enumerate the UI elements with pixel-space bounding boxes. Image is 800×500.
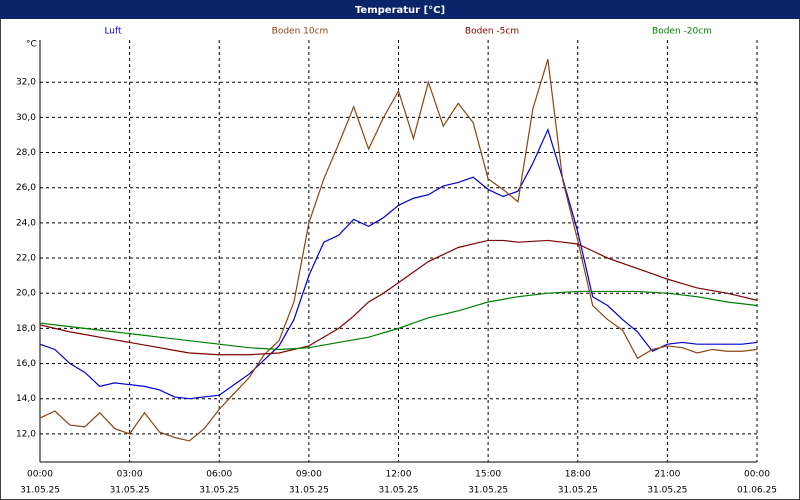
y-tick-label: 16,0	[16, 359, 36, 369]
x-tick-label: 00:00	[27, 470, 53, 480]
legend-entry: Boden 10cm	[272, 27, 329, 37]
y-tick-label: 12,0	[16, 429, 36, 439]
series-line	[39, 59, 758, 442]
x-tick-date: 31.05.25	[378, 486, 418, 496]
x-tick-date: 01.06.25	[737, 486, 777, 496]
x-tick-label: 06:00	[206, 470, 232, 480]
y-tick-label: 26,0	[16, 183, 36, 193]
legend-entry: Luft	[104, 27, 122, 37]
series-line	[39, 127, 758, 400]
x-tick-label: 21:00	[654, 470, 680, 480]
y-tick-label: 28,0	[16, 148, 36, 158]
series-line	[39, 290, 758, 351]
legend-entry: Boden -5cm	[465, 27, 519, 37]
chart-title: Temperatur [°C]	[355, 5, 445, 16]
title-bar	[0, 0, 800, 19]
x-tick-date: 31.05.25	[647, 486, 687, 496]
x-tick-date: 31.05.25	[20, 486, 60, 496]
x-tick-label: 12:00	[386, 470, 412, 480]
y-tick-label: 14,0	[16, 394, 36, 404]
y-tick-label: 30,0	[16, 113, 36, 123]
x-tick-date: 31.05.25	[199, 486, 239, 496]
x-tick-label: 18:00	[565, 470, 591, 480]
x-tick-label: 00:00	[744, 470, 770, 480]
x-tick-date: 31.05.25	[558, 486, 598, 496]
x-tick-date: 31.05.25	[289, 486, 329, 496]
y-tick-label: 20,0	[16, 289, 36, 299]
x-tick-label: 09:00	[296, 470, 322, 480]
y-tick-label: 22,0	[16, 254, 36, 264]
series-line	[39, 239, 758, 356]
x-tick-date: 31.05.25	[110, 486, 150, 496]
x-tick-label: 15:00	[475, 470, 501, 480]
x-tick-date: 31.05.25	[468, 486, 508, 496]
y-tick-label: 18,0	[16, 324, 36, 334]
y-tick-label: 32,0	[16, 78, 36, 88]
y-unit: °C	[26, 40, 37, 50]
y-tick-label: 24,0	[16, 218, 36, 228]
legend-entry: Boden -20cm	[652, 27, 712, 37]
x-tick-label: 03:00	[117, 470, 143, 480]
